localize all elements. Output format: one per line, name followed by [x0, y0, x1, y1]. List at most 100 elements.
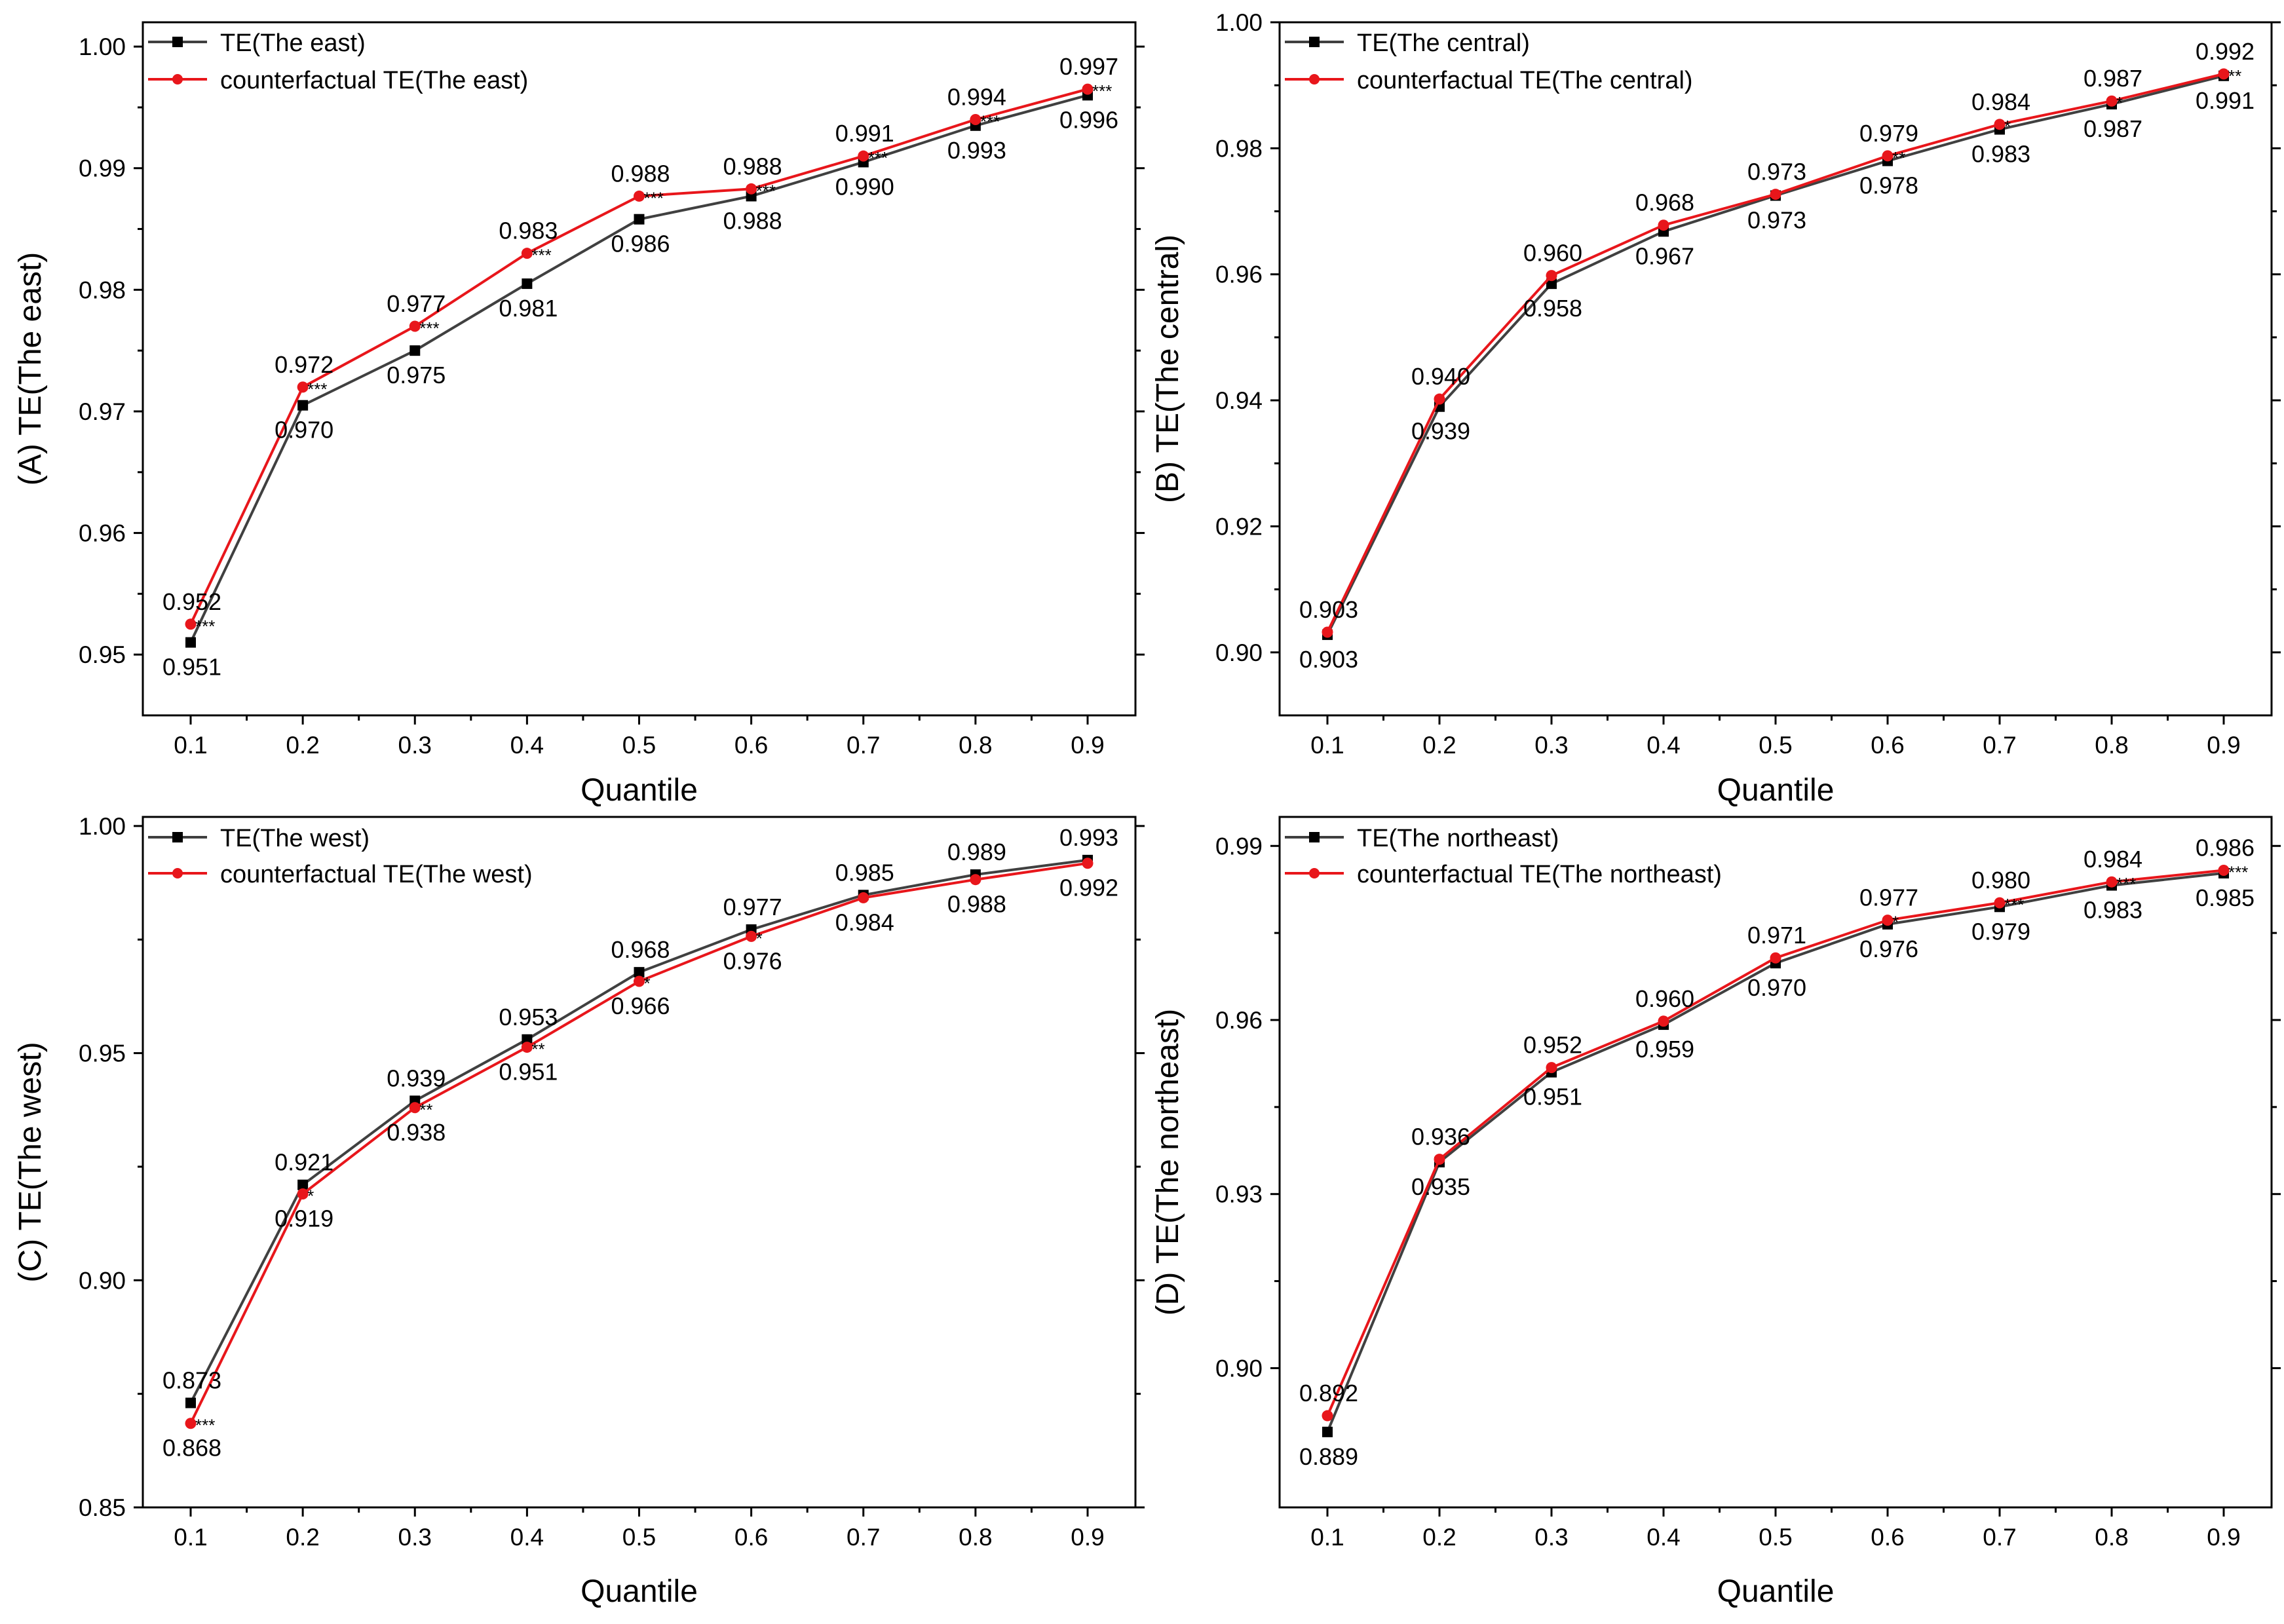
cf-point: [970, 113, 981, 125]
cf-point: [185, 1418, 197, 1429]
x-tick-label: 0.2: [1422, 1524, 1456, 1551]
panel-c: 0.1 0.2 0.3 0.4 0.5 0.6 0.7 0.8 0.90.850.900.951…: [13, 813, 1145, 1609]
x-tick-label: 0.1: [174, 732, 207, 759]
cf-value-label: 0.994: [947, 83, 1006, 110]
te-value-label: 0.921: [275, 1149, 333, 1176]
cf-value-label: 0.960: [1635, 985, 1694, 1012]
cf-value-label: 0.951: [499, 1059, 558, 1086]
cf-point: [409, 320, 421, 332]
cf-value-label: 0.952: [1523, 1032, 1582, 1059]
y-tick-label: 0.97: [79, 398, 126, 425]
cf-value-label: 0.979: [1859, 120, 1918, 147]
cf-value-label: 0.988: [947, 891, 1006, 918]
significance-stars: ***: [307, 379, 327, 399]
cf-point: [1994, 897, 2006, 909]
cf-point: [1546, 270, 1557, 282]
te-value-label: 0.985: [835, 859, 894, 886]
te-point: [634, 967, 645, 978]
panel-b: 0.1 0.2 0.3 0.4 0.5 0.6 0.7 0.8 0.90.900.920.940…: [1151, 9, 2281, 808]
x-tick-label: 0.7: [847, 732, 880, 759]
cf-value-label: 0.936: [1411, 1124, 1470, 1150]
significance-stars: **: [2228, 66, 2241, 86]
legend-cf-marker: [172, 868, 183, 878]
te-value-label: 0.993: [1059, 824, 1118, 851]
te-value-label: 0.978: [1859, 172, 1918, 199]
x-tick-label: 0.1: [1310, 732, 1344, 759]
y-tick-label: 0.85: [79, 1494, 126, 1521]
x-tick-label: 0.1: [1310, 1524, 1344, 1551]
cf-point: [1082, 858, 1094, 869]
cf-value-label: 0.919: [275, 1205, 333, 1232]
cf-value-label: 0.971: [1747, 922, 1806, 949]
cf-point: [1882, 150, 1894, 162]
te-value-label: 0.983: [2084, 897, 2142, 924]
y-tick-label: 0.99: [1215, 833, 1263, 859]
te-point: [297, 400, 309, 411]
cf-point: [634, 975, 645, 987]
cf-value-label: 0.977: [387, 290, 446, 317]
cf-point: [185, 618, 197, 630]
cf-value-label: 0.980: [1971, 867, 2030, 894]
chart-marks: 0.951 0.970 0.975 0.981 0.986 0.988 0.990 0.993…: [162, 53, 1118, 681]
axes-ticks: 0.1 0.2 0.3 0.4 0.5 0.6 0.7 0.8 0.90.950.960.970…: [79, 33, 1145, 759]
significance-stars: ***: [980, 111, 1000, 131]
te-value-label: 0.981: [499, 295, 558, 322]
legend: TE(The northeast) counterfactual TE(The …: [1285, 825, 1722, 888]
significance-stars: ***: [195, 616, 215, 636]
x-axis-title: Quantile: [1717, 773, 1835, 808]
te-value-label: 0.951: [162, 654, 221, 681]
x-tick-label: 0.4: [1646, 1524, 1680, 1551]
y-tick-label: 0.96: [1215, 1007, 1263, 1034]
x-tick-label: 0.3: [398, 732, 432, 759]
significance-stars: *: [307, 1186, 314, 1206]
cf-point: [1994, 119, 2006, 130]
cf-value-label: 0.966: [611, 992, 670, 1019]
x-tick-label: 0.3: [1534, 732, 1568, 759]
x-tick-label: 0.1: [174, 1524, 207, 1551]
significance-stars: *: [756, 928, 763, 948]
te-value-label: 0.939: [1411, 418, 1470, 445]
y-tick-label: 0.94: [1215, 387, 1263, 414]
axes-ticks: 0.1 0.2 0.3 0.4 0.5 0.6 0.7 0.8 0.90.900.920.940…: [1215, 9, 2281, 759]
cf-point: [1434, 1154, 1445, 1165]
y-tick-label: 0.90: [1215, 1355, 1263, 1382]
significance-stars: ***: [531, 246, 551, 265]
y-tick-label: 1.00: [79, 33, 126, 60]
legend-cf-label: counterfactual TE(The east): [220, 67, 528, 94]
cf-value-label: 0.972: [275, 351, 333, 378]
te-value-label: 0.873: [162, 1367, 221, 1394]
cf-point: [746, 183, 757, 195]
x-tick-label: 0.5: [622, 1524, 656, 1551]
cf-value-label: 0.977: [1859, 884, 1918, 911]
cf-value-label: 0.940: [1411, 363, 1470, 390]
significance-stars: ***: [644, 188, 664, 208]
chart-marks: 0.903 0.939 0.958 0.967 0.973 0.978 0.983 0.987…: [1299, 38, 2255, 673]
y-axis-title: (B) TE(The central): [1151, 235, 1185, 503]
cf-value-label: 0.991: [835, 120, 894, 147]
te-value-label: 0.958: [1523, 295, 1582, 322]
cf-value-label: 0.988: [611, 160, 670, 187]
significance-stars: ***: [419, 318, 439, 338]
x-tick-label: 0.7: [1983, 732, 2016, 759]
y-tick-label: 0.98: [1215, 135, 1263, 162]
cf-point: [634, 190, 645, 202]
y-axis-title: (D) TE(The northeast): [1151, 1009, 1185, 1316]
te-value-label: 0.889: [1299, 1443, 1358, 1470]
significance-stars: ***: [2116, 874, 2136, 894]
significance-stars: **: [531, 1040, 544, 1059]
y-axis-title: (A) TE(The east): [13, 252, 48, 486]
cf-point: [1082, 83, 1094, 95]
cf-point: [521, 248, 533, 259]
legend: TE(The east) counterfactual TE(The east): [148, 29, 528, 94]
te-point: [185, 1397, 196, 1408]
x-tick-label: 0.4: [510, 1524, 544, 1551]
te-point: [185, 637, 196, 648]
cf-point: [1882, 915, 1894, 926]
legend: TE(The central) counterfactual TE(The ce…: [1285, 29, 1693, 94]
x-tick-label: 0.6: [734, 732, 768, 759]
x-tick-label: 0.5: [1759, 1524, 1792, 1551]
panel-d: 0.1 0.2 0.3 0.4 0.5 0.6 0.7 0.8 0.90.900.930.960…: [1151, 816, 2281, 1609]
te-value-label: 0.996: [1059, 106, 1118, 133]
significance-stars: *: [2004, 117, 2011, 136]
